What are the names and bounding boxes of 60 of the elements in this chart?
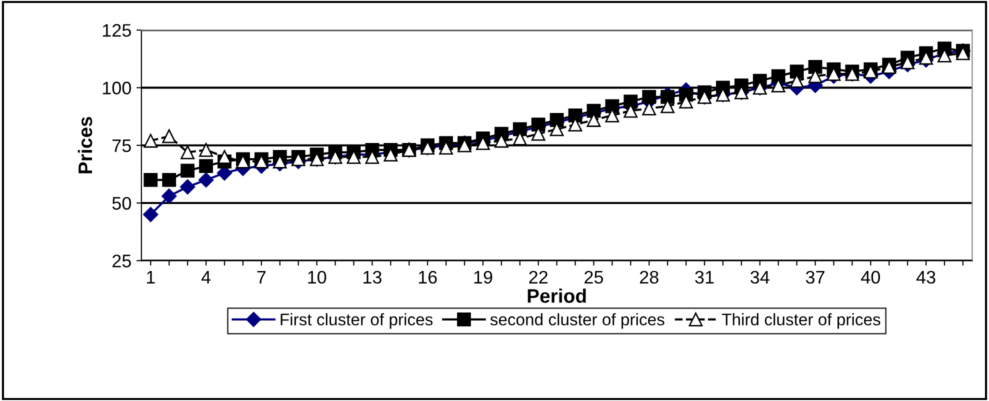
point xyxy=(512,122,527,136)
point xyxy=(771,69,786,84)
point xyxy=(218,150,232,164)
x-tick-label: 40 xyxy=(861,270,880,284)
x-tick-label: 10 xyxy=(308,270,326,284)
point xyxy=(882,60,896,74)
x-tick-label: 37 xyxy=(806,270,824,284)
point xyxy=(162,188,177,204)
x-tick-label: 7 xyxy=(257,271,266,284)
point xyxy=(144,134,158,148)
y-axis-title: Prices xyxy=(78,116,92,174)
y-tick-label: 125 xyxy=(102,24,131,37)
point xyxy=(476,136,490,150)
point xyxy=(143,206,158,222)
point xyxy=(550,113,564,127)
point xyxy=(198,172,214,188)
point xyxy=(864,64,878,79)
x-tick-label: 31 xyxy=(695,270,714,284)
point xyxy=(384,148,398,162)
x-tick-label: 13 xyxy=(364,270,382,284)
point xyxy=(808,60,822,74)
x-tick-label: 34 xyxy=(750,270,770,284)
point xyxy=(144,173,158,187)
legend-label: First cluster of prices xyxy=(280,313,433,329)
point xyxy=(568,108,582,122)
x-tick-label: 4 xyxy=(201,271,211,284)
x-tick-label: 22 xyxy=(529,270,548,284)
point xyxy=(660,90,675,104)
point xyxy=(679,94,693,108)
point xyxy=(531,118,546,132)
point xyxy=(586,113,601,127)
legend-label: second cluster of prices xyxy=(490,313,664,329)
point xyxy=(236,154,250,168)
legend-label: Third cluster of prices xyxy=(722,313,880,329)
point xyxy=(199,159,213,174)
x-tick-label: 19 xyxy=(474,270,492,284)
point xyxy=(162,173,176,187)
point xyxy=(605,99,620,114)
y-tick-label: 25 xyxy=(112,254,131,268)
point xyxy=(162,129,176,144)
x-axis-title: Period xyxy=(528,288,586,303)
point xyxy=(568,118,582,132)
point xyxy=(642,102,656,116)
x-tick-label: 25 xyxy=(584,270,604,284)
point xyxy=(790,64,804,79)
point xyxy=(642,90,656,104)
point xyxy=(180,145,195,160)
y-tick-label: 100 xyxy=(102,82,131,94)
point xyxy=(180,164,195,178)
x-tick-label: 28 xyxy=(640,270,658,284)
x-tick-label: 1 xyxy=(147,271,155,284)
x-tick-label: 43 xyxy=(916,270,936,284)
point xyxy=(254,154,268,168)
y-tick-label: 75 xyxy=(112,139,131,152)
point xyxy=(199,143,213,157)
point xyxy=(272,154,287,168)
point xyxy=(180,179,196,194)
point xyxy=(624,94,638,108)
y-tick-label: 50 xyxy=(112,196,131,210)
x-tick-label: 16 xyxy=(418,270,437,284)
